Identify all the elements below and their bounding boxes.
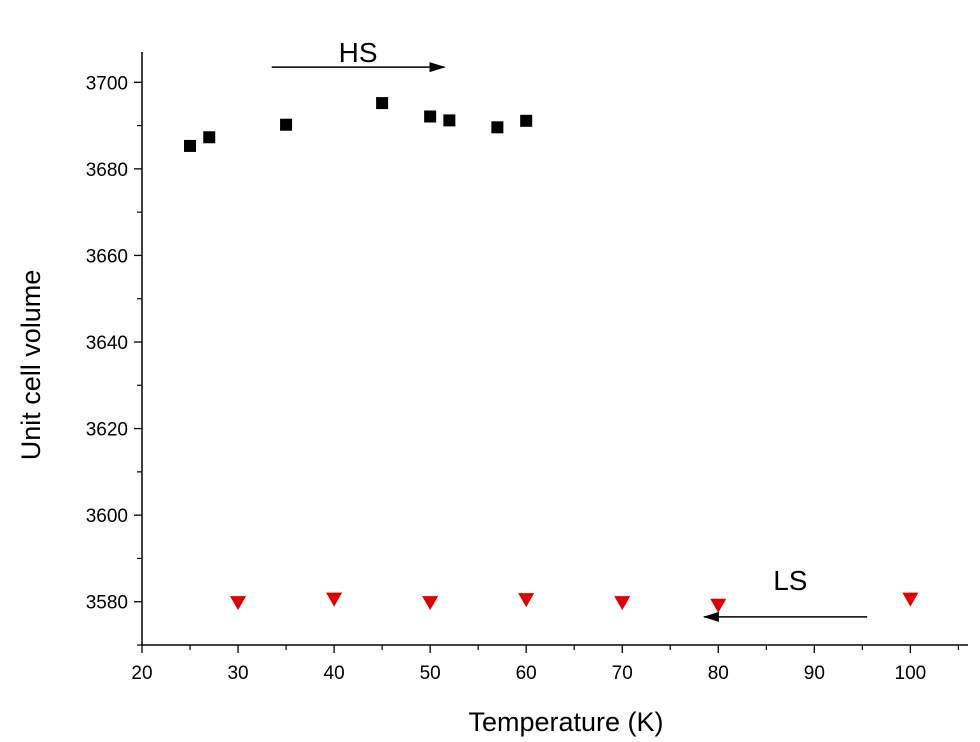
data-point-triangle (902, 592, 919, 607)
axes (141, 52, 968, 646)
tick-labels: 20 30 40 50 60 70 80 90 100 3580 3600 3620 3640 3660 3… (86, 73, 927, 684)
x-tick-label: 90 (804, 663, 825, 684)
data-point-triangle (230, 596, 247, 611)
y-axis-title: Unit cell volume (16, 270, 46, 461)
x-tick-label: 60 (516, 663, 537, 684)
y-tick-label: 3580 (86, 593, 128, 614)
data-point-triangle (422, 596, 439, 611)
x-tick-label: 70 (612, 663, 633, 684)
y-tick-label: 3700 (86, 73, 128, 94)
y-tick-label: 3600 (86, 506, 128, 527)
y-tick-label: 3620 (86, 420, 128, 441)
y-tick-label: 3680 (86, 160, 128, 181)
x-tick-label: 80 (708, 663, 729, 684)
data-point-triangle (518, 593, 535, 608)
data-point-square (203, 131, 216, 144)
y-tick-label: 3640 (86, 333, 128, 354)
annotation-label: HS (339, 37, 378, 68)
x-tick-label: 20 (131, 663, 152, 684)
data-point-square (443, 114, 456, 127)
data-point-square (491, 121, 504, 134)
data-point-square (424, 110, 437, 123)
y-tick-label: 3660 (86, 246, 128, 267)
data-point-square (376, 97, 389, 110)
x-axis-title: Temperature (K) (468, 707, 663, 737)
data-point-triangle (326, 592, 343, 607)
data-point-square (520, 114, 533, 127)
x-tick-label: 30 (227, 663, 248, 684)
x-tick-label: 50 (420, 663, 441, 684)
data-points (184, 97, 919, 613)
data-point-triangle (710, 598, 727, 613)
data-point-square (280, 118, 293, 131)
data-point-triangle (614, 596, 631, 611)
annotation-label: LS (773, 565, 807, 596)
x-tick-label: 100 (895, 663, 927, 684)
annotations: HS LS (271, 37, 868, 622)
x-tick-label: 40 (324, 663, 345, 684)
tick-marks (134, 81, 959, 653)
data-point-square (184, 139, 197, 152)
